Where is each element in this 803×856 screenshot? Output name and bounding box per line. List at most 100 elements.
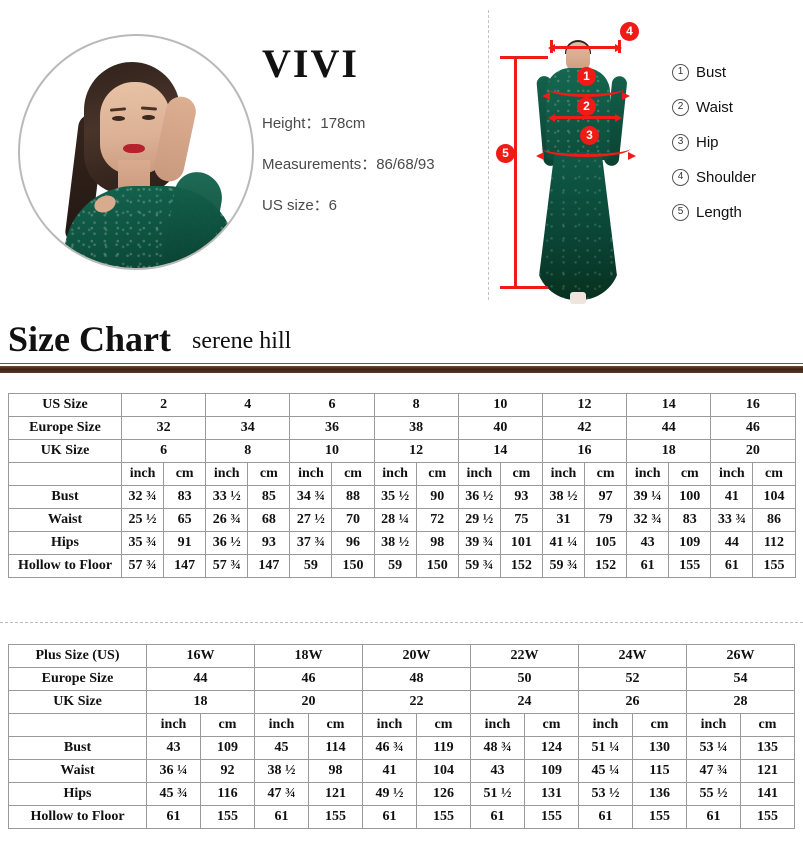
waist-inch-2: 27 ½ bbox=[289, 508, 333, 532]
diagram-skirt bbox=[536, 152, 620, 300]
row-label-plus-units-blank bbox=[8, 713, 147, 737]
plus-htf-inch-5: 61 bbox=[686, 805, 741, 829]
bust-inch-0: 32 ¾ bbox=[120, 485, 165, 509]
plus-hips-cm-1: 121 bbox=[308, 782, 363, 806]
row-label-uk-size: UK Size bbox=[8, 439, 122, 463]
table-row-plus-waist: Waist 36 ¼ 92 38 ½ 98 41 104 43 109 45 ¼… bbox=[8, 759, 795, 783]
plus-waist-cm-1: 98 bbox=[308, 759, 363, 783]
plus-htf-cm-0: 155 bbox=[200, 805, 255, 829]
length-cap-bottom bbox=[500, 286, 548, 289]
plus-unit-cm-2: cm bbox=[416, 713, 471, 737]
waist-cm-1: 68 bbox=[247, 508, 291, 532]
cell-us-size-1: 4 bbox=[205, 393, 291, 417]
plus-htf-cm-1: 155 bbox=[308, 805, 363, 829]
plus-hips-cm-0: 116 bbox=[200, 782, 255, 806]
plus-bust-cm-5: 135 bbox=[740, 736, 795, 760]
plus-hips-inch-1: 47 ¾ bbox=[254, 782, 309, 806]
plus-htf-cm-3: 155 bbox=[524, 805, 579, 829]
plus-waist-cm-3: 109 bbox=[524, 759, 579, 783]
cell-us-size-7: 16 bbox=[710, 393, 796, 417]
plus-htf-inch-2: 61 bbox=[362, 805, 417, 829]
plus-bust-cm-1: 114 bbox=[308, 736, 363, 760]
row-label-us-size: US Size bbox=[8, 393, 122, 417]
plus-unit-cm-1: cm bbox=[308, 713, 363, 737]
htf-inch-6: 61 bbox=[626, 554, 670, 578]
cell-uk-size-1: 8 bbox=[205, 439, 291, 463]
plus-bust-cm-0: 109 bbox=[200, 736, 255, 760]
unit-cm-6: cm bbox=[668, 462, 712, 486]
cell-plus-uk-5: 28 bbox=[686, 690, 795, 714]
diagram-shoe bbox=[570, 292, 586, 304]
unit-inch-7: inch bbox=[710, 462, 754, 486]
plus-waist-inch-3: 43 bbox=[470, 759, 525, 783]
waist-inch-4: 29 ½ bbox=[457, 508, 501, 532]
bust-cm-3: 90 bbox=[415, 485, 459, 509]
table-row-plus-europe-size: Europe Size 44 46 48 50 52 54 bbox=[8, 667, 795, 691]
hips-inch-0: 35 ¾ bbox=[120, 531, 165, 555]
row-label-bust: Bust bbox=[8, 485, 122, 509]
plus-waist-inch-2: 41 bbox=[362, 759, 417, 783]
portrait-eye-right bbox=[142, 115, 155, 120]
row-label-plus-waist: Waist bbox=[8, 759, 147, 783]
marker-5-length: 5 bbox=[496, 144, 515, 163]
vertical-dashed-divider bbox=[488, 10, 489, 300]
standard-size-table-body: US Size 2 4 6 8 10 12 14 16 Europe Size … bbox=[8, 393, 796, 578]
table-row-europe-size: Europe Size 32 34 36 38 40 42 44 46 bbox=[8, 416, 796, 440]
cell-plus-uk-3: 24 bbox=[470, 690, 579, 714]
plus-hips-inch-4: 53 ½ bbox=[578, 782, 633, 806]
htf-inch-4: 59 ¾ bbox=[457, 554, 501, 578]
table-row-plus-units: inch cm inch cm inch cm inch cm inch cm … bbox=[8, 713, 795, 737]
cell-plus-uk-0: 18 bbox=[146, 690, 255, 714]
hips-cm-5: 105 bbox=[584, 531, 628, 555]
unit-inch-4: inch bbox=[457, 462, 501, 486]
marker-4-shoulder: 4 bbox=[620, 22, 639, 41]
waist-inch-7: 33 ¾ bbox=[710, 508, 754, 532]
htf-cm-1: 147 bbox=[247, 554, 291, 578]
table-row-plus-bust: Bust 43 109 45 114 46 ¾ 119 48 ¾ 124 51 … bbox=[8, 736, 795, 760]
htf-cm-7: 155 bbox=[752, 554, 796, 578]
row-label-plus-europe-size: Europe Size bbox=[8, 667, 147, 691]
bust-cm-7: 104 bbox=[752, 485, 796, 509]
cell-plus-size-3: 22W bbox=[470, 644, 579, 668]
hips-inch-1: 36 ½ bbox=[205, 531, 249, 555]
bust-inch-3: 35 ½ bbox=[373, 485, 417, 509]
htf-cm-4: 152 bbox=[499, 554, 543, 578]
hip-measure-curve bbox=[536, 140, 636, 160]
row-label-plus-hollow-to-floor: Hollow to Floor bbox=[8, 805, 147, 829]
hips-cm-0: 91 bbox=[163, 531, 207, 555]
row-label-units-blank bbox=[8, 462, 122, 486]
plus-bust-inch-4: 51 ¼ bbox=[578, 736, 633, 760]
plus-htf-cm-4: 155 bbox=[632, 805, 687, 829]
bust-cm-4: 93 bbox=[499, 485, 543, 509]
waist-cm-4: 75 bbox=[499, 508, 543, 532]
row-label-europe-size: Europe Size bbox=[8, 416, 122, 440]
row-label-plus-hips: Hips bbox=[8, 782, 147, 806]
legend-item-waist: 2 Waist bbox=[672, 99, 802, 116]
cell-plus-size-5: 26W bbox=[686, 644, 795, 668]
legend-label-shoulder: Shoulder bbox=[696, 169, 757, 186]
cell-uk-size-7: 20 bbox=[710, 439, 796, 463]
bust-inch-7: 41 bbox=[710, 485, 754, 509]
cell-plus-size-4: 24W bbox=[578, 644, 687, 668]
unit-cm-3: cm bbox=[415, 462, 459, 486]
plus-bust-cm-2: 119 bbox=[416, 736, 471, 760]
cell-plus-eu-1: 46 bbox=[254, 667, 363, 691]
cell-eu-size-1: 34 bbox=[205, 416, 291, 440]
row-label-hollow-to-floor: Hollow to Floor bbox=[8, 554, 122, 578]
cell-plus-size-1: 18W bbox=[254, 644, 363, 668]
legend-item-shoulder: 4 Shoulder bbox=[672, 169, 802, 186]
legend-label-length: Length bbox=[696, 204, 742, 221]
cell-eu-size-0: 32 bbox=[120, 416, 207, 440]
plus-htf-inch-1: 61 bbox=[254, 805, 309, 829]
htf-inch-2: 59 bbox=[289, 554, 333, 578]
hips-cm-6: 109 bbox=[668, 531, 712, 555]
waist-inch-0: 25 ½ bbox=[120, 508, 165, 532]
plus-hips-cm-4: 136 bbox=[632, 782, 687, 806]
bust-cm-6: 100 bbox=[668, 485, 712, 509]
standard-size-table-wrap: US Size 2 4 6 8 10 12 14 16 Europe Size … bbox=[8, 393, 796, 578]
htf-inch-5: 59 ¾ bbox=[541, 554, 586, 578]
brand-subtitle: serene hill bbox=[192, 328, 292, 354]
htf-inch-0: 57 ¾ bbox=[120, 554, 165, 578]
table-row-waist: Waist 25 ½ 65 26 ¾ 68 27 ½ 70 28 ¼ 72 29… bbox=[8, 508, 796, 532]
plus-unit-cm-0: cm bbox=[200, 713, 255, 737]
